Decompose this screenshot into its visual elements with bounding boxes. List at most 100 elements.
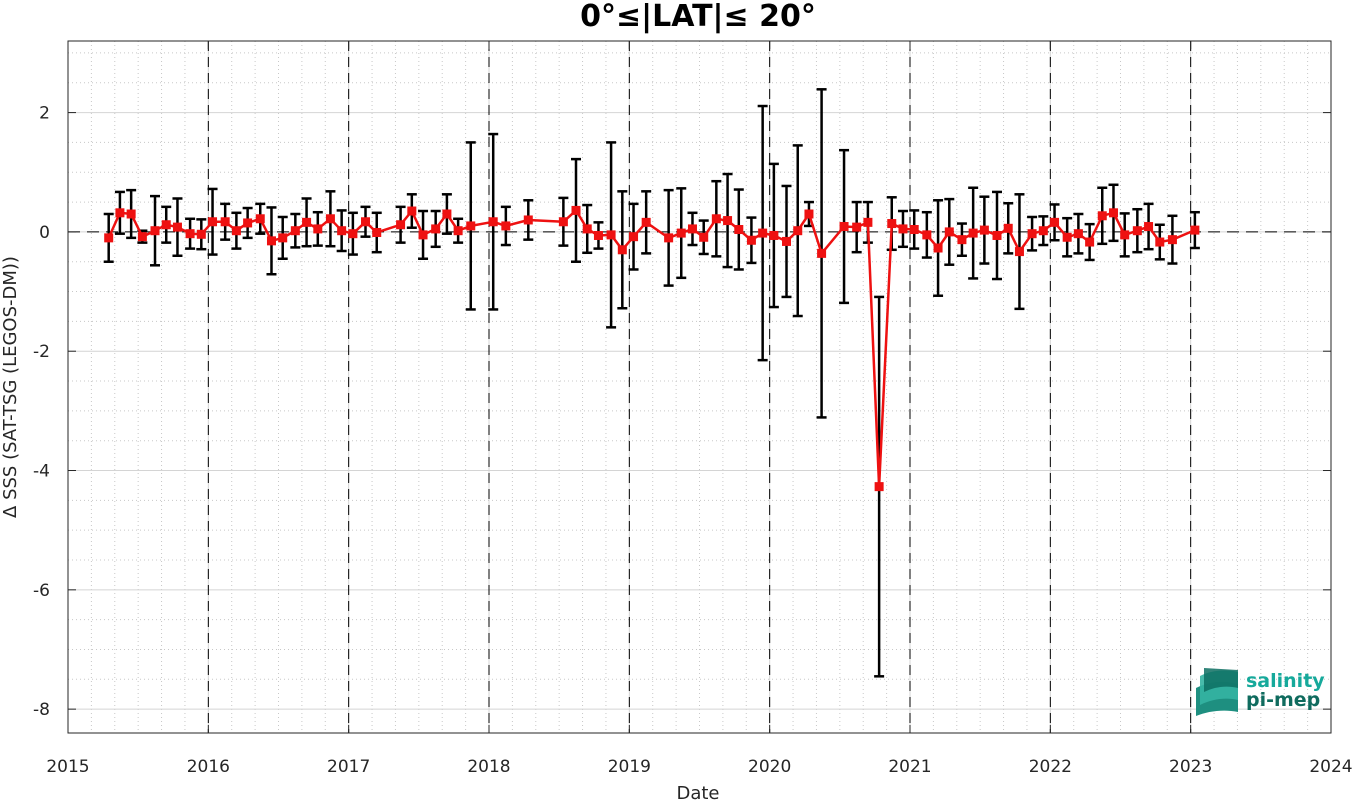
data-point	[957, 235, 967, 245]
data-point	[1062, 232, 1072, 242]
data-point	[243, 218, 253, 228]
data-point	[979, 225, 989, 235]
data-point	[804, 209, 814, 219]
data-point	[1132, 226, 1142, 236]
x-tick-label: 2015	[46, 757, 89, 777]
data-point	[898, 224, 908, 234]
data-point	[161, 220, 171, 230]
y-tick-label: -4	[33, 462, 50, 482]
data-point	[968, 228, 978, 238]
y-tick-label: 2	[39, 104, 50, 124]
x-tick-label: 2024	[1309, 757, 1352, 777]
data-point	[558, 217, 568, 227]
tick-labels: 2015 2016 2017 2018 2019 2020 2021 2022 2023 2024…	[33, 104, 1353, 777]
data-point	[126, 209, 136, 219]
data-point	[442, 209, 452, 219]
data-point	[944, 227, 954, 237]
data-point	[348, 229, 358, 239]
x-tick-label: 2019	[608, 757, 651, 777]
data-point	[488, 217, 498, 227]
data-point	[617, 245, 627, 255]
data-point	[746, 235, 756, 245]
x-tick-label: 2020	[748, 757, 791, 777]
data-point	[290, 226, 300, 236]
data-point	[629, 232, 639, 242]
data-point	[687, 224, 697, 234]
data-point	[676, 228, 686, 238]
data-point	[782, 236, 792, 246]
data-point	[852, 222, 862, 232]
data-point	[887, 219, 897, 229]
data-point	[255, 214, 265, 224]
data-point	[1014, 247, 1024, 257]
data-point	[922, 230, 932, 240]
data-point	[909, 225, 919, 235]
data-point	[302, 217, 312, 227]
data-point	[523, 215, 533, 225]
data-point	[231, 226, 241, 236]
data-point	[1097, 211, 1107, 221]
x-tick-label: 2021	[888, 757, 931, 777]
data-point	[453, 226, 463, 236]
data-point	[734, 225, 744, 235]
y-tick-label: 0	[39, 223, 50, 243]
salinity-pi-mep-logo: salinity pi-mep	[1196, 668, 1325, 716]
data-point	[1167, 235, 1177, 245]
data-point	[769, 230, 779, 240]
data-point	[1120, 230, 1130, 240]
y-tick-label: -6	[33, 581, 50, 601]
data-point	[115, 208, 125, 218]
chart-title: 0°≤|LAT|≤ 20°	[580, 0, 816, 34]
data-point	[582, 224, 592, 234]
data-point	[874, 482, 884, 492]
data-point	[593, 230, 603, 240]
data-point	[208, 217, 218, 227]
plot-frame	[67, 40, 1332, 734]
y-tick-label: -8	[33, 700, 50, 720]
data-point	[150, 226, 160, 236]
data-point	[266, 236, 276, 246]
data-point	[817, 248, 827, 258]
data-point	[220, 217, 230, 227]
data-point	[1038, 226, 1048, 236]
data-point	[1050, 217, 1060, 227]
data-point	[466, 221, 476, 231]
data-point	[361, 217, 371, 227]
x-tick-label: 2016	[187, 757, 230, 777]
data-point	[1085, 237, 1095, 247]
data-point	[372, 227, 382, 237]
plot-border	[67, 40, 1332, 734]
x-axis-label: Date	[676, 783, 719, 801]
data-point	[313, 224, 323, 234]
data-point	[337, 226, 347, 236]
data-point	[185, 229, 195, 239]
x-tick-label: 2017	[327, 757, 370, 777]
data-point	[699, 232, 709, 242]
data-point	[933, 243, 943, 253]
logo-text-pi-mep: pi-mep	[1246, 689, 1320, 711]
wave-logo-icon	[1196, 668, 1238, 716]
x-tick-label: 2022	[1029, 757, 1072, 777]
data-point	[196, 229, 206, 239]
data-point	[1108, 208, 1118, 218]
data-point	[501, 221, 511, 231]
x-tick-label: 2018	[467, 757, 510, 777]
data-point	[839, 222, 849, 232]
y-axis-label: Δ SSS (SAT-TSG (LEGOS-DM))	[0, 256, 21, 518]
y-tick-label: -2	[33, 342, 50, 362]
data-point	[418, 230, 428, 240]
series	[104, 205, 1200, 492]
data-point	[1027, 229, 1037, 239]
data-point	[711, 214, 721, 224]
data-point	[1073, 229, 1083, 239]
data-point	[407, 206, 417, 216]
data-point	[664, 233, 674, 243]
data-point	[396, 220, 406, 230]
data-point	[863, 217, 873, 227]
data-point	[723, 216, 733, 226]
data-point	[758, 228, 768, 238]
year-markers	[68, 41, 1331, 733]
data-point	[1190, 225, 1200, 235]
